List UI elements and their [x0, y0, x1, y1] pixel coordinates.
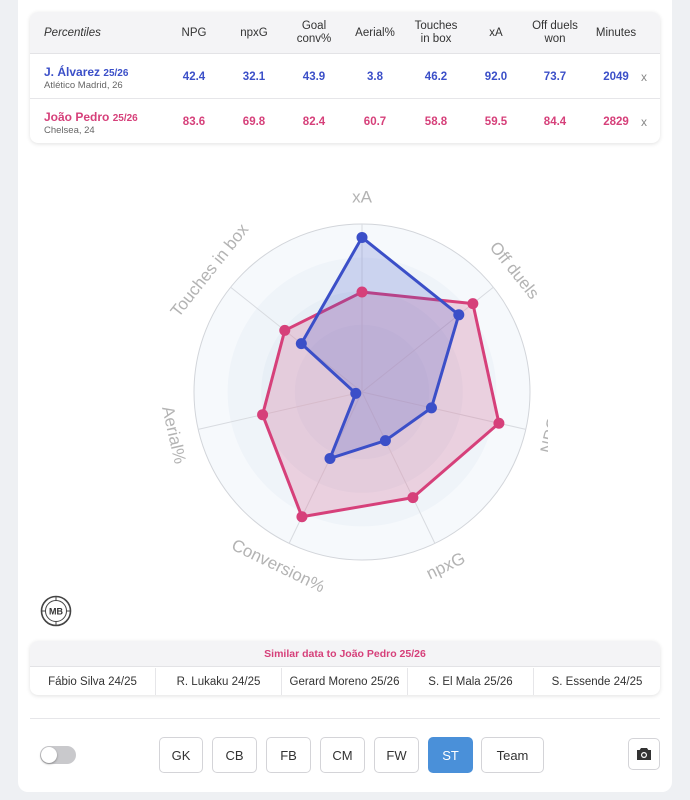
radar-point: [324, 452, 336, 464]
toggle-knob: [41, 747, 57, 763]
header-goal-conv: Goal conv%: [296, 20, 332, 45]
radar-spoke: [198, 391, 363, 430]
radar-point: [379, 435, 391, 447]
toggle-switch[interactable]: [40, 746, 76, 764]
header-npxg: npxG: [240, 26, 268, 39]
radar-point: [279, 324, 291, 336]
radar-point: [350, 387, 362, 399]
value-touches-in-box: 58.8: [424, 116, 448, 128]
value-minutes: 2829: [603, 116, 629, 128]
mb-logo: MB: [40, 595, 72, 627]
value-off-duels-won: 73.7: [543, 71, 567, 83]
value-goal-conv: 82.4: [302, 116, 326, 128]
similar-players-panel: Similar data to João Pedro 25/26 Fábio S…: [30, 641, 660, 695]
table-row: J. Álvarez 25/26 Atlético Madrid, 26 42.…: [30, 55, 660, 99]
camera-icon: [637, 748, 651, 760]
similar-player-item[interactable]: Fábio Silva 24/25: [30, 668, 156, 695]
header-minutes: Minutes: [595, 26, 637, 39]
page: Percentiles NPG npxG Goal conv% Aerial% …: [18, 0, 672, 792]
value-off-duels-won: 84.4: [543, 116, 567, 128]
radar-axis-label: Aerial%: [158, 404, 190, 465]
value-aerial: 3.8: [367, 71, 383, 83]
value-xa: 92.0: [484, 71, 508, 83]
header-percentiles: Percentiles: [44, 26, 101, 39]
radar-point: [453, 309, 465, 321]
table-row: João Pedro 25/26 Chelsea, 24 83.6 69.8 8…: [30, 100, 660, 143]
divider: [30, 718, 660, 719]
remove-player-button[interactable]: x: [641, 70, 647, 84]
value-aerial: 60.7: [363, 116, 387, 128]
value-minutes: 2049: [603, 71, 629, 83]
position-button-cm[interactable]: CM: [320, 737, 365, 773]
remove-player-button[interactable]: x: [641, 115, 647, 129]
position-button-gk[interactable]: GK: [159, 737, 203, 773]
radar-axis-label: npxG: [423, 548, 468, 583]
similar-player-item[interactable]: R. Lukaku 24/25: [156, 668, 282, 695]
radar-point: [407, 492, 419, 504]
player-club: Atlético Madrid, 26: [44, 80, 123, 91]
similar-title: Similar data to João Pedro 25/26: [30, 641, 660, 667]
position-button-fw[interactable]: FW: [374, 737, 419, 773]
position-button-cb[interactable]: CB: [212, 737, 257, 773]
comparison-table: Percentiles NPG npxG Goal conv% Aerial% …: [30, 12, 660, 143]
logo-text: MB: [49, 607, 63, 617]
header-off-duels-won: Off duels won: [532, 20, 578, 45]
radar-point: [467, 298, 479, 310]
player-name[interactable]: João Pedro 25/26: [44, 110, 138, 124]
position-button-team[interactable]: Team: [481, 737, 544, 773]
header-xa: xA: [489, 26, 503, 39]
radar-point: [296, 511, 308, 523]
radar-point: [493, 417, 505, 429]
value-npxg: 69.8: [242, 116, 266, 128]
radar-spoke: [361, 391, 436, 544]
radar-point: [257, 409, 269, 421]
radar-point: [295, 338, 307, 350]
header-npg: NPG: [181, 26, 207, 39]
player-name[interactable]: J. Álvarez 25/26: [44, 65, 129, 79]
radar-spoke: [230, 286, 363, 393]
camera-button[interactable]: [628, 738, 660, 770]
value-npg: 42.4: [182, 71, 206, 83]
header-touches-in-box: Touches in box: [414, 20, 458, 45]
similar-player-item[interactable]: S. Essende 24/25: [551, 675, 643, 688]
player-club: Chelsea, 24: [44, 125, 95, 136]
position-button-fb[interactable]: FB: [266, 737, 311, 773]
similar-player-item[interactable]: S. El Mala 25/26: [408, 668, 534, 695]
position-button-st[interactable]: ST: [428, 737, 473, 773]
radar-point: [356, 231, 368, 243]
value-xa: 59.5: [484, 116, 508, 128]
header-aerial: Aerial%: [355, 26, 395, 39]
radar-axis-label: NPG: [537, 415, 548, 455]
table-header: Percentiles NPG npxG Goal conv% Aerial% …: [30, 12, 660, 54]
similar-player-item[interactable]: Gerard Moreno 25/26: [282, 668, 408, 695]
radar-point: [356, 286, 368, 298]
value-goal-conv: 43.9: [302, 71, 326, 83]
radar-point: [425, 402, 437, 414]
radar-series-area: [261, 290, 501, 519]
value-npxg: 32.1: [242, 71, 266, 83]
radar-axis-label: xA: [352, 187, 373, 206]
radar-series-area: [299, 235, 461, 460]
value-npg: 83.6: [182, 116, 206, 128]
value-touches-in-box: 46.2: [424, 71, 448, 83]
